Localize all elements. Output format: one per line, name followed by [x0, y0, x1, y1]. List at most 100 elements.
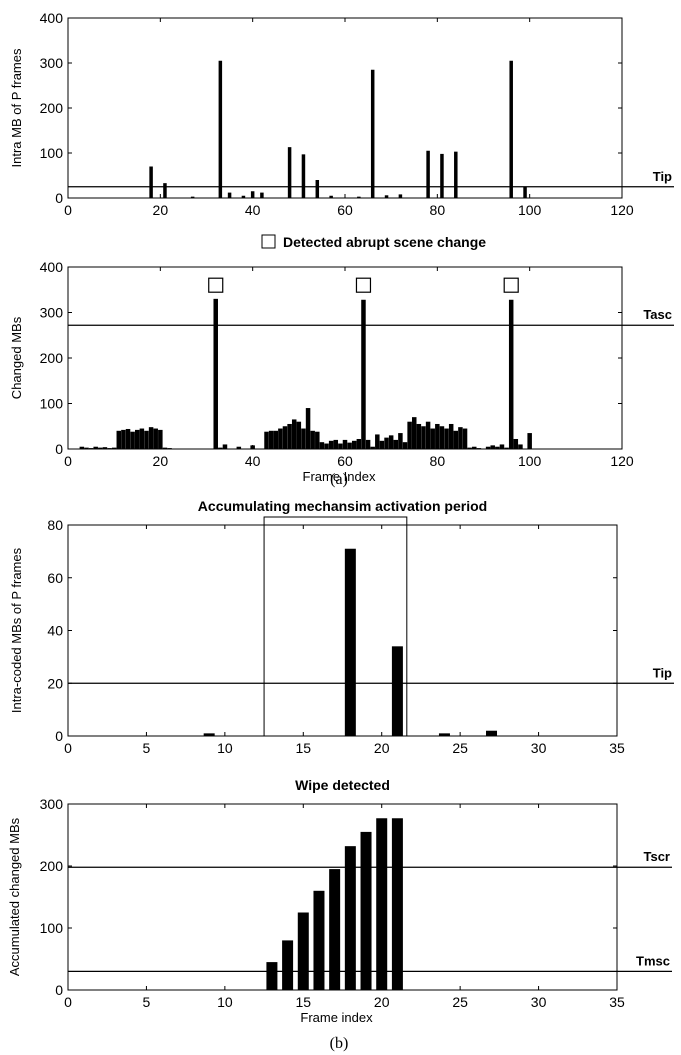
bar — [357, 196, 361, 198]
bar — [79, 446, 85, 449]
subplot-1: 0 20 40 60 80 100 120 0 100 200 300 400 Intra MB of … — [9, 10, 674, 218]
bar — [266, 962, 278, 990]
bar — [425, 421, 431, 449]
bar — [370, 69, 375, 198]
bar — [287, 423, 292, 449]
bar — [426, 150, 430, 198]
x-tick-label: 40 — [245, 202, 261, 218]
y-tick-label: 200 — [40, 100, 64, 116]
bar — [297, 912, 309, 990]
chart-title: Accumulating mechansim activation period — [198, 498, 487, 514]
bar — [148, 427, 154, 449]
bar — [508, 299, 514, 449]
bar — [125, 428, 131, 449]
bar — [93, 446, 98, 449]
y-tick-label: 0 — [55, 441, 63, 457]
y-tick-label: 100 — [40, 396, 64, 412]
bar — [107, 448, 112, 449]
bar — [391, 818, 403, 990]
bar — [509, 60, 513, 198]
bar — [190, 196, 195, 198]
bar — [315, 431, 320, 449]
x-tick-label: 15 — [295, 994, 311, 1010]
bar — [218, 60, 223, 198]
bar — [416, 423, 422, 449]
subplot-2: 0 20 40 60 80 100 120 0 100 200 300 400 Changed MBs F… — [9, 234, 674, 488]
x-tick-label: 20 — [153, 453, 169, 469]
bar — [135, 429, 140, 449]
x-tick-label: 20 — [374, 994, 390, 1010]
bar — [438, 733, 450, 736]
y-tick-label: 20 — [47, 675, 63, 691]
x-tick-label: 0 — [64, 740, 72, 756]
y-tick-label: 0 — [55, 728, 63, 744]
x-tick-label: 10 — [217, 994, 233, 1010]
figure-caption: (a) — [330, 471, 348, 488]
bar — [342, 439, 348, 449]
x-tick-label: 5 — [143, 994, 151, 1010]
bar — [315, 180, 320, 198]
bar — [84, 447, 89, 449]
bar — [282, 940, 294, 990]
x-tick-label: 20 — [153, 202, 169, 218]
bar — [163, 183, 167, 198]
y-tick-label: 0 — [55, 190, 63, 206]
bar — [139, 428, 145, 449]
threshold-label: Tip — [653, 169, 672, 184]
y-axis-label: Changed MBs — [9, 316, 24, 399]
bar — [360, 831, 372, 990]
bar — [504, 447, 509, 449]
bar — [518, 444, 523, 449]
bar — [476, 448, 482, 449]
scene-change-marker — [208, 277, 224, 293]
bar — [218, 447, 223, 449]
bar — [375, 434, 380, 449]
bar — [398, 194, 403, 198]
bar — [523, 186, 527, 198]
y-tick-label: 200 — [40, 858, 64, 874]
x-tick-label: 60 — [337, 453, 353, 469]
bar — [421, 426, 426, 449]
bar — [448, 423, 454, 449]
y-tick-label: 300 — [40, 796, 64, 812]
bar — [388, 435, 394, 449]
bar — [356, 438, 362, 449]
y-tick-label: 400 — [40, 259, 64, 275]
x-tick-label: 15 — [295, 740, 311, 756]
x-tick-label: 35 — [609, 994, 625, 1010]
x-tick-label: 0 — [64, 994, 72, 1010]
legend-marker-icon — [261, 234, 276, 249]
x-tick-label: 20 — [374, 740, 390, 756]
y-tick-label: 0 — [55, 982, 63, 998]
bar — [282, 426, 288, 449]
bar — [296, 421, 302, 449]
legend-label: Detected abrupt scene change — [283, 234, 486, 250]
bar — [365, 439, 371, 449]
bar — [153, 428, 158, 449]
threshold-label: Tscr — [644, 849, 671, 864]
x-axis-label: Frame index — [300, 1010, 373, 1025]
x-tick-label: 30 — [531, 740, 547, 756]
bar — [301, 154, 306, 198]
bar — [278, 428, 283, 449]
bar — [222, 444, 228, 449]
bar — [130, 431, 135, 449]
bar — [440, 153, 444, 198]
bar — [301, 428, 306, 449]
bar — [485, 446, 491, 449]
bar — [384, 437, 389, 449]
figure-caption: (b) — [330, 1035, 349, 1052]
bar — [203, 733, 215, 736]
y-axis-label: Intra-coded MBs of P frames — [9, 547, 24, 713]
bar — [305, 408, 311, 449]
x-tick-label: 100 — [518, 453, 542, 469]
bar — [329, 869, 341, 990]
bar — [454, 151, 458, 198]
bar — [116, 430, 122, 449]
bar — [351, 440, 357, 449]
bar — [144, 430, 149, 449]
x-tick-label: 5 — [143, 740, 151, 756]
axes-box — [67, 524, 618, 737]
y-tick-label: 60 — [47, 570, 63, 586]
y-axis-label: Intra MB of P frames — [9, 48, 24, 167]
